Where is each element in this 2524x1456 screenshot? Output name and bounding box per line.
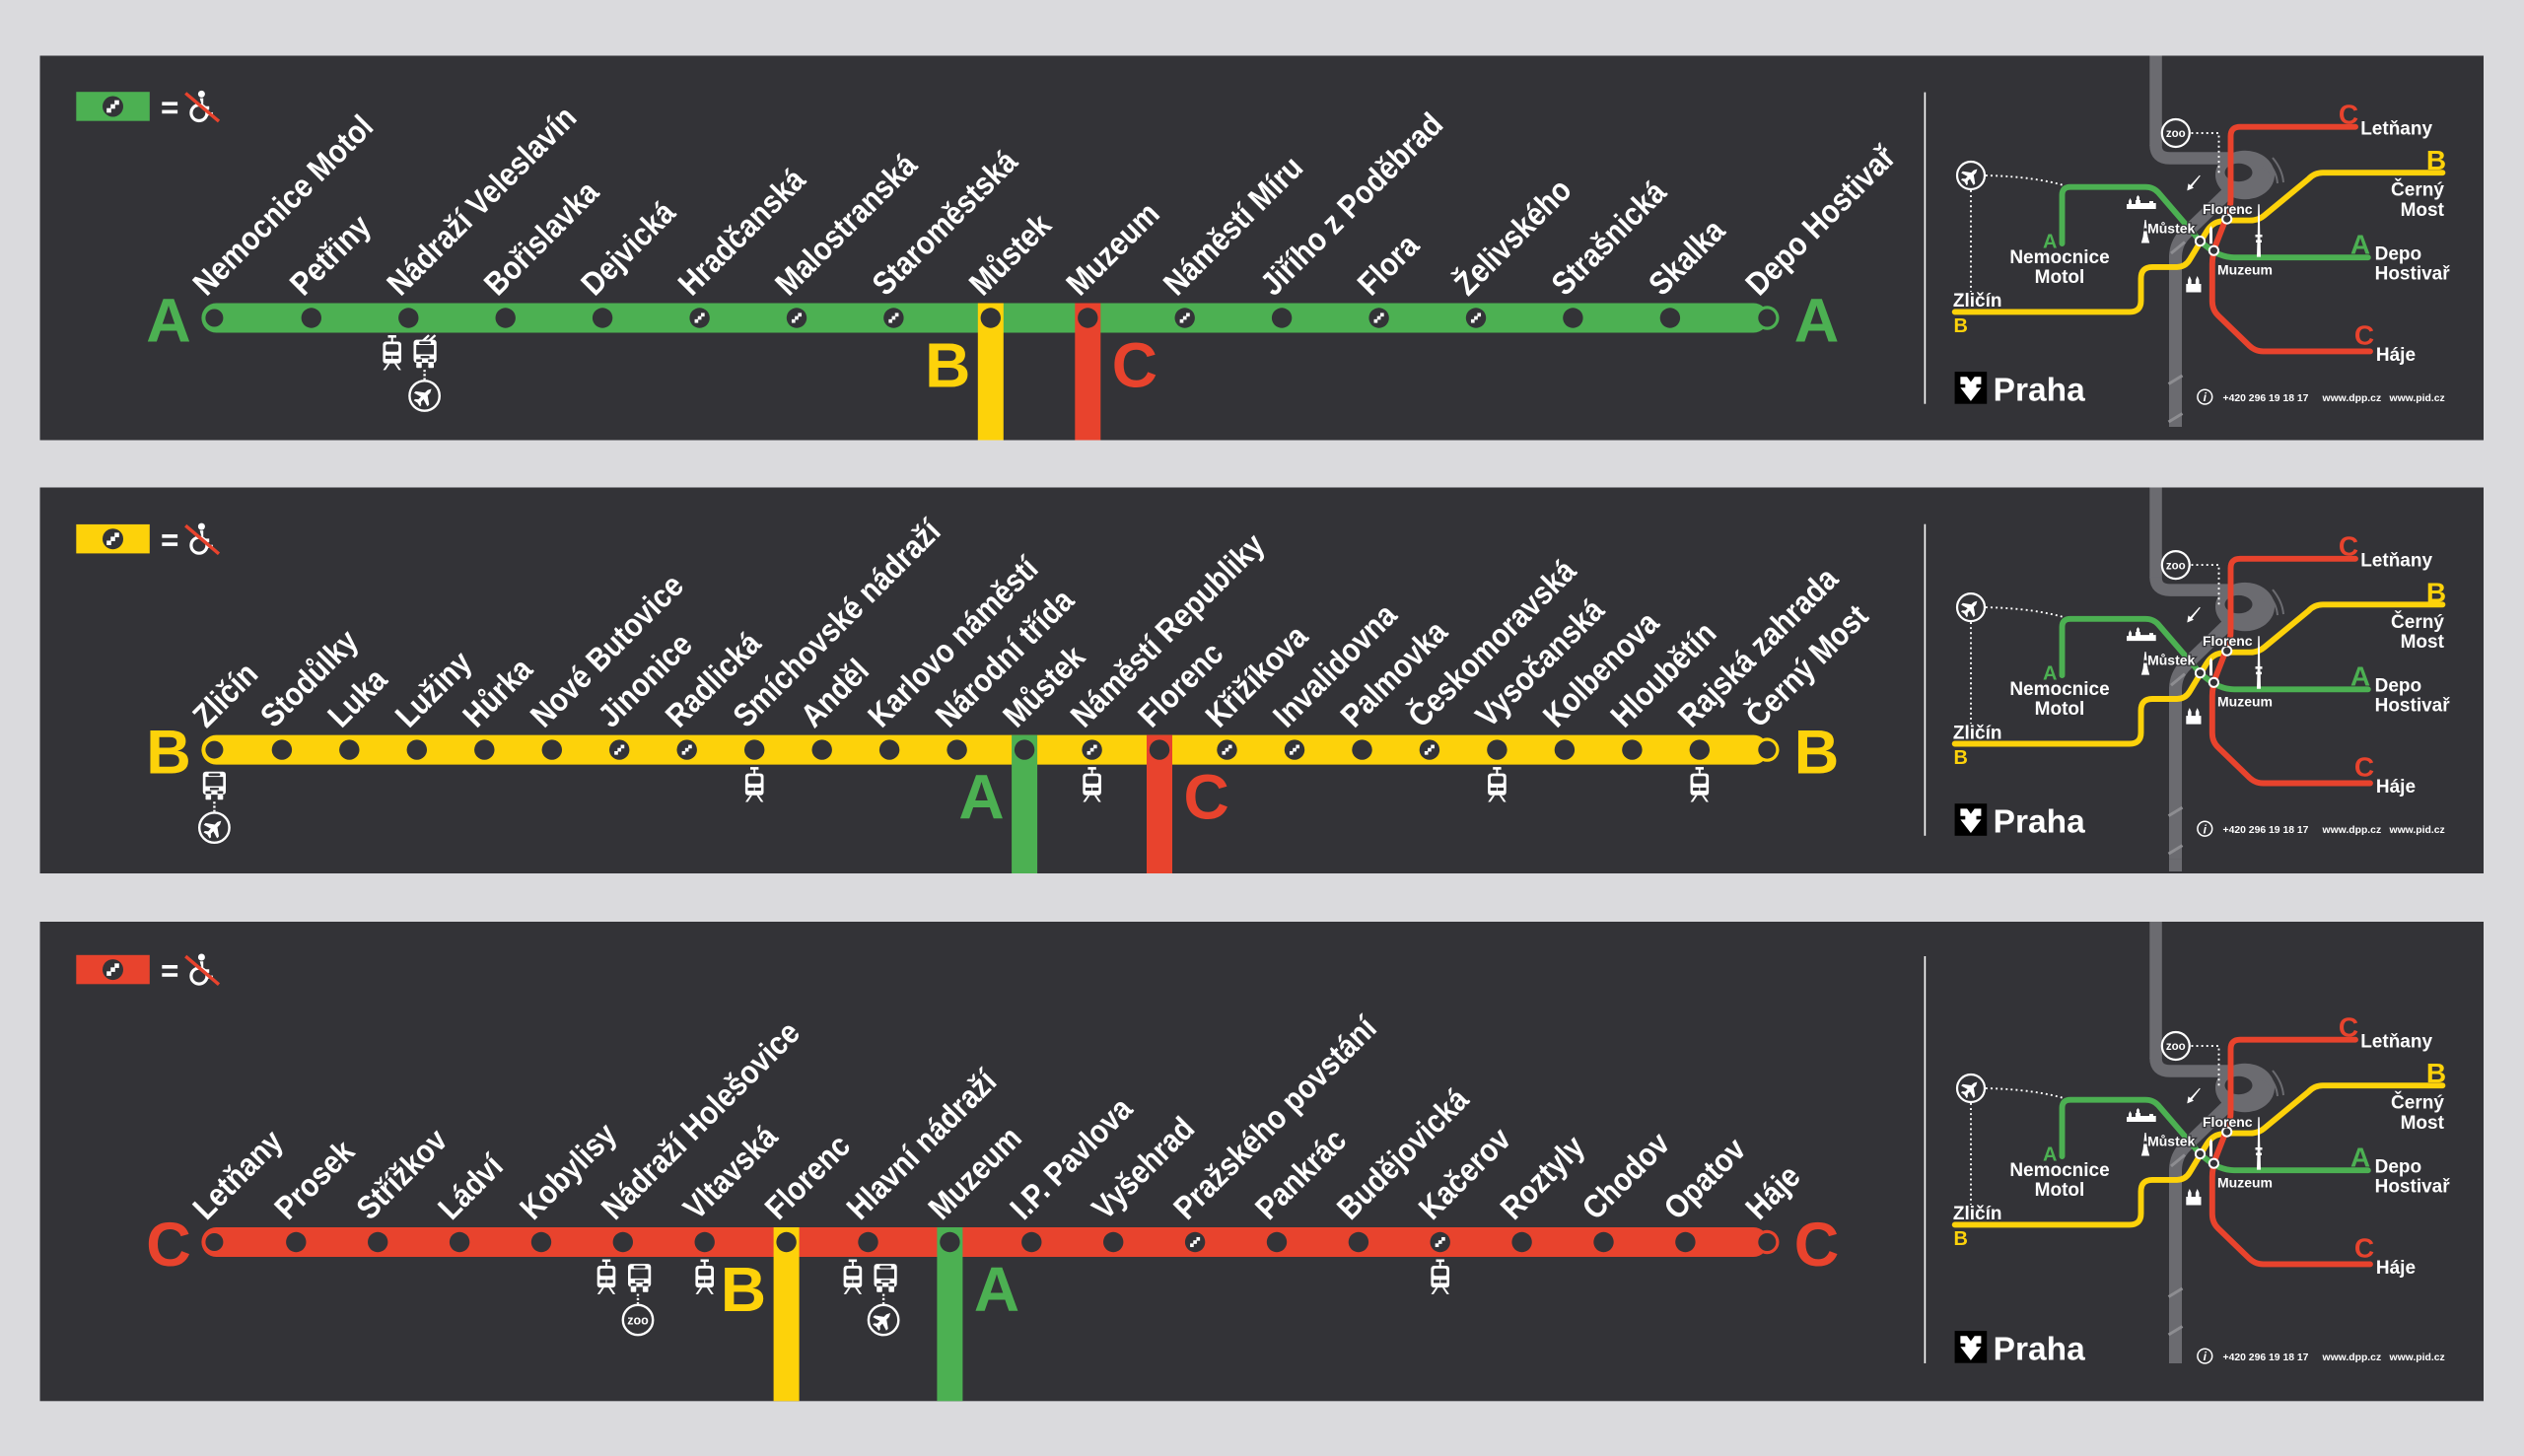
svg-text:A: A xyxy=(974,1254,1019,1325)
svg-text:A: A xyxy=(1794,287,1840,356)
svg-text:C: C xyxy=(1112,330,1157,401)
svg-text:A: A xyxy=(958,762,1004,833)
svg-text:C: C xyxy=(1794,1211,1840,1280)
svg-text:B: B xyxy=(146,719,191,788)
svg-text:B: B xyxy=(1794,719,1840,788)
svg-text:C: C xyxy=(146,1211,191,1280)
svg-text:A: A xyxy=(146,287,191,356)
svg-text:B: B xyxy=(925,330,970,401)
svg-text:C: C xyxy=(1184,762,1229,833)
svg-text:B: B xyxy=(721,1254,766,1325)
